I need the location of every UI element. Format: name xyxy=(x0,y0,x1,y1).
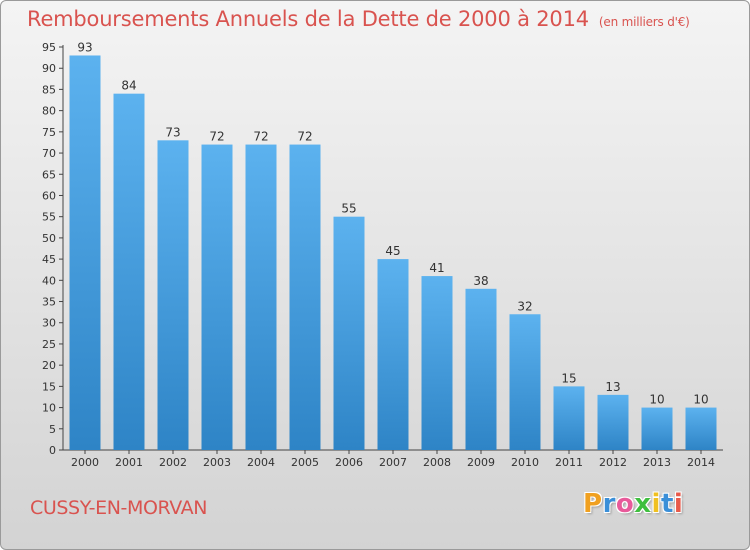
chart-title: Remboursements Annuels de la Dette de 20… xyxy=(27,7,690,31)
y-tick-label: 75 xyxy=(42,126,56,139)
bar-value-label: 15 xyxy=(561,371,576,385)
bar-2010 xyxy=(509,314,541,450)
bar-value-label: 41 xyxy=(429,261,444,275)
bar-2006 xyxy=(333,216,365,450)
bar-value-label: 55 xyxy=(341,202,356,216)
bar-2000 xyxy=(69,55,101,450)
bar-2014 xyxy=(685,407,717,450)
bar-2012 xyxy=(597,394,629,450)
commune-name: CUSSY-EN-MORVAN xyxy=(30,497,208,519)
chart-unit-label: (en milliers d'€) xyxy=(598,15,690,29)
x-tick-label: 2013 xyxy=(643,456,671,469)
bar-value-label: 10 xyxy=(649,393,664,407)
y-tick-label: 15 xyxy=(42,380,56,393)
x-tick-label: 2012 xyxy=(599,456,627,469)
bar-value-label: 72 xyxy=(297,130,312,144)
y-tick-label: 95 xyxy=(42,41,56,54)
bar-2007 xyxy=(377,259,409,450)
y-tick-label: 35 xyxy=(42,296,56,309)
x-tick-label: 2008 xyxy=(423,456,451,469)
x-tick-label: 2003 xyxy=(203,456,231,469)
y-tick-label: 40 xyxy=(42,274,56,287)
y-tick-label: 0 xyxy=(49,444,56,457)
bar-value-label: 93 xyxy=(77,40,92,54)
y-tick-label: 65 xyxy=(42,168,56,181)
x-tick-label: 2014 xyxy=(687,456,715,469)
bar-value-label: 32 xyxy=(517,299,532,313)
x-tick-label: 2001 xyxy=(115,456,143,469)
x-tick-label: 2005 xyxy=(291,456,319,469)
bar-value-label: 72 xyxy=(253,130,268,144)
bar-2008 xyxy=(421,276,453,450)
bar-2002 xyxy=(157,140,189,451)
chart-title-text: Remboursements Annuels de la Dette de 20… xyxy=(27,7,589,31)
bar-2013 xyxy=(641,407,673,450)
bar-value-label: 84 xyxy=(121,79,136,93)
x-tick-label: 2004 xyxy=(247,456,275,469)
x-tick-label: 2000 xyxy=(71,456,99,469)
y-tick-label: 30 xyxy=(42,317,56,330)
bar-2011 xyxy=(553,386,585,450)
bar-value-label: 73 xyxy=(165,125,180,139)
proxiti-logo: Proxiti xyxy=(583,489,684,519)
bar-value-label: 10 xyxy=(693,393,708,407)
x-tick-label: 2010 xyxy=(511,456,539,469)
x-tick-label: 2009 xyxy=(467,456,495,469)
y-tick-label: 25 xyxy=(42,338,56,351)
y-tick-label: 85 xyxy=(42,83,56,96)
bar-2009 xyxy=(465,288,497,450)
bar-value-label: 72 xyxy=(209,130,224,144)
bar-2003 xyxy=(201,144,233,450)
y-tick-label: 10 xyxy=(42,402,56,415)
bar-2001 xyxy=(113,93,145,451)
y-tick-label: 5 xyxy=(49,423,56,436)
y-tick-label: 90 xyxy=(42,62,56,75)
bar-2005 xyxy=(289,144,321,450)
bar-value-label: 13 xyxy=(605,380,620,394)
x-tick-label: 2006 xyxy=(335,456,363,469)
y-tick-label: 80 xyxy=(42,105,56,118)
y-tick-label: 55 xyxy=(42,211,56,224)
bar-value-label: 45 xyxy=(385,244,400,258)
y-tick-label: 45 xyxy=(42,253,56,266)
y-tick-label: 50 xyxy=(42,232,56,245)
bar-2004 xyxy=(245,144,277,450)
y-tick-label: 60 xyxy=(42,189,56,202)
x-tick-label: 2011 xyxy=(555,456,583,469)
bar-value-label: 38 xyxy=(473,274,488,288)
y-tick-label: 20 xyxy=(42,359,56,372)
x-tick-label: 2002 xyxy=(159,456,187,469)
y-tick-label: 70 xyxy=(42,147,56,160)
x-tick-label: 2007 xyxy=(379,456,407,469)
